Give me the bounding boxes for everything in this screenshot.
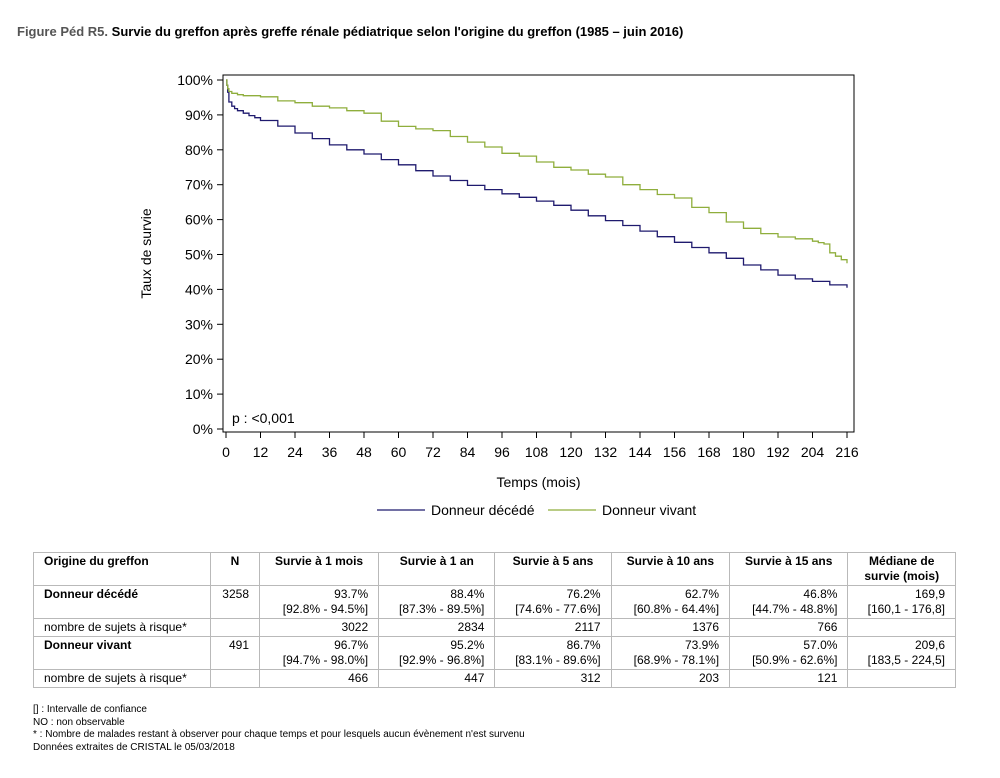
at-risk-10-years: 1376	[610, 618, 731, 637]
plot-frame	[222, 74, 855, 433]
at-risk-5-years: 2117	[494, 618, 612, 637]
series-line	[226, 79, 848, 288]
at-risk-n-empty	[210, 669, 260, 688]
y-tick-label: 30%	[185, 316, 213, 332]
y-tick-label: 70%	[185, 177, 213, 193]
footnote: Données extraites de CRISTAL le 05/03/20…	[33, 741, 235, 753]
x-axis: 0 12 24 36 48 60 72 84 96 108 120 132 144 156 168 180 19…	[222, 432, 859, 460]
x-tick-label: 0	[222, 444, 230, 460]
row-n: 491	[210, 636, 260, 670]
table-row: Donneur décédé 3258 93.7% [92.8% - 94.5%]…	[33, 585, 956, 619]
x-tick-label: 24	[287, 444, 303, 460]
header-1-year: Survie à 1 an	[378, 552, 496, 586]
row-origin: Donneur vivant	[33, 636, 211, 670]
at-risk-15-years: 766	[729, 618, 849, 637]
at-risk-1-year: 447	[378, 669, 496, 688]
figure-number: Figure Péd R5.	[17, 24, 109, 39]
x-tick-label: 36	[322, 444, 338, 460]
y-tick-label: 100%	[177, 72, 213, 88]
cell-10-years: 62.7% [60.8% - 64.4%]	[610, 585, 731, 619]
results-table: Origine du greffon N Survie à 1 mois Sur…	[33, 552, 956, 688]
legend-label: Donneur vivant	[602, 502, 696, 518]
header-origin: Origine du greffon	[33, 552, 211, 586]
x-tick-label: 216	[835, 444, 859, 460]
figure-title: Figure Péd R5. Survie du greffon après g…	[17, 24, 683, 39]
y-tick-label: 20%	[185, 351, 213, 367]
footnote: * : Nombre de malades restant à observer…	[33, 729, 525, 740]
header-n: N	[210, 552, 260, 586]
cell-5-years: 86.7% [83.1% - 89.6%]	[494, 636, 612, 670]
footnote: [] : Intervalle de confiance	[33, 704, 147, 715]
at-risk-median-empty	[847, 618, 956, 637]
table-row-at-risk: nombre de sujets à risque* 466 447 312 2…	[33, 669, 956, 688]
cell-1-year: 88.4% [87.3% - 89.5%]	[378, 585, 496, 619]
header-median-line2: survie (mois)	[864, 569, 940, 583]
at-risk-5-years: 312	[494, 669, 612, 688]
at-risk-1-year: 2834	[378, 618, 496, 637]
y-tick-label: 10%	[185, 386, 213, 402]
footnote: NO : non observable	[33, 716, 125, 728]
y-tick-label: 90%	[185, 107, 213, 123]
x-tick-label: 144	[628, 444, 652, 460]
cell-5-years: 76.2% [74.6% - 77.6%]	[494, 585, 612, 619]
x-tick-label: 192	[766, 444, 790, 460]
header-1-month: Survie à 1 mois	[258, 552, 380, 586]
table-row: Donneur vivant 491 96.7% [94.7% - 98.0%] …	[33, 636, 956, 670]
y-axis-label: Taux de survie	[138, 208, 154, 298]
header-median-line1: Médiane de	[869, 554, 935, 568]
at-risk-1-month: 466	[258, 669, 380, 688]
at-risk-label: nombre de sujets à risque*	[33, 618, 211, 637]
header-10-years: Survie à 10 ans	[610, 552, 731, 586]
figure-title-text: Survie du greffon après greffe rénale pé…	[111, 24, 684, 39]
x-tick-label: 12	[253, 444, 269, 460]
header-5-years: Survie à 5 ans	[494, 552, 612, 586]
x-tick-label: 96	[494, 444, 510, 460]
cell-15-years: 46.8% [44.7% - 48.8%]	[729, 585, 849, 619]
cell-1-month: 96.7% [94.7% - 98.0%]	[258, 636, 380, 670]
at-risk-15-years: 121	[729, 669, 849, 688]
x-tick-label: 132	[594, 444, 618, 460]
y-tick-label: 0%	[193, 421, 213, 437]
x-tick-label: 48	[356, 444, 372, 460]
table-header-row: Origine du greffon N Survie à 1 mois Sur…	[33, 552, 956, 586]
cell-1-year: 95.2% [92.9% - 96.8%]	[378, 636, 496, 670]
chart-legend: Donneur décédé Donneur vivant	[377, 502, 696, 518]
cell-median: 169,9 [160,1 - 176,8]	[847, 585, 956, 619]
y-tick-label: 40%	[185, 281, 213, 297]
header-median: Médiane de survie (mois)	[847, 552, 956, 586]
series-lines	[226, 79, 848, 288]
y-tick-label: 60%	[185, 212, 213, 228]
x-tick-label: 156	[663, 444, 687, 460]
x-tick-label: 204	[801, 444, 825, 460]
legend-label: Donneur décédé	[431, 502, 535, 518]
y-tick-label: 50%	[185, 247, 213, 263]
cell-median: 209,6 [183,5 - 224,5]	[847, 636, 956, 670]
table-row-at-risk: nombre de sujets à risque* 3022 2834 211…	[33, 618, 956, 637]
at-risk-median-empty	[847, 669, 956, 688]
survival-chart: 0% 10% 20% 30% 40% 50% 60% 70% 80% 90% 100% 0 12 24 3…	[138, 72, 859, 518]
series-line	[226, 79, 848, 264]
row-origin: Donneur décédé	[33, 585, 211, 619]
x-tick-label: 84	[460, 444, 476, 460]
at-risk-10-years: 203	[610, 669, 731, 688]
x-tick-label: 168	[697, 444, 721, 460]
at-risk-label: nombre de sujets à risque*	[33, 669, 211, 688]
x-tick-label: 108	[525, 444, 549, 460]
at-risk-n-empty	[210, 618, 260, 637]
x-tick-label: 120	[559, 444, 583, 460]
header-15-years: Survie à 15 ans	[729, 552, 849, 586]
cell-15-years: 57.0% [50.9% - 62.6%]	[729, 636, 849, 670]
p-value-annotation: p : <0,001	[232, 410, 295, 426]
x-tick-label: 72	[425, 444, 441, 460]
y-tick-label: 80%	[185, 142, 213, 158]
cell-10-years: 73.9% [68.9% - 78.1%]	[610, 636, 731, 670]
x-tick-label: 60	[391, 444, 407, 460]
row-n: 3258	[210, 585, 260, 619]
footnotes: [] : Intervalle de confiance NO : non ob…	[33, 704, 525, 754]
at-risk-1-month: 3022	[258, 618, 380, 637]
y-axis: 0% 10% 20% 30% 40% 50% 60% 70% 80% 90% 100%	[177, 72, 223, 437]
cell-1-month: 93.7% [92.8% - 94.5%]	[258, 585, 380, 619]
x-tick-label: 180	[732, 444, 756, 460]
x-axis-label: Temps (mois)	[496, 474, 580, 490]
